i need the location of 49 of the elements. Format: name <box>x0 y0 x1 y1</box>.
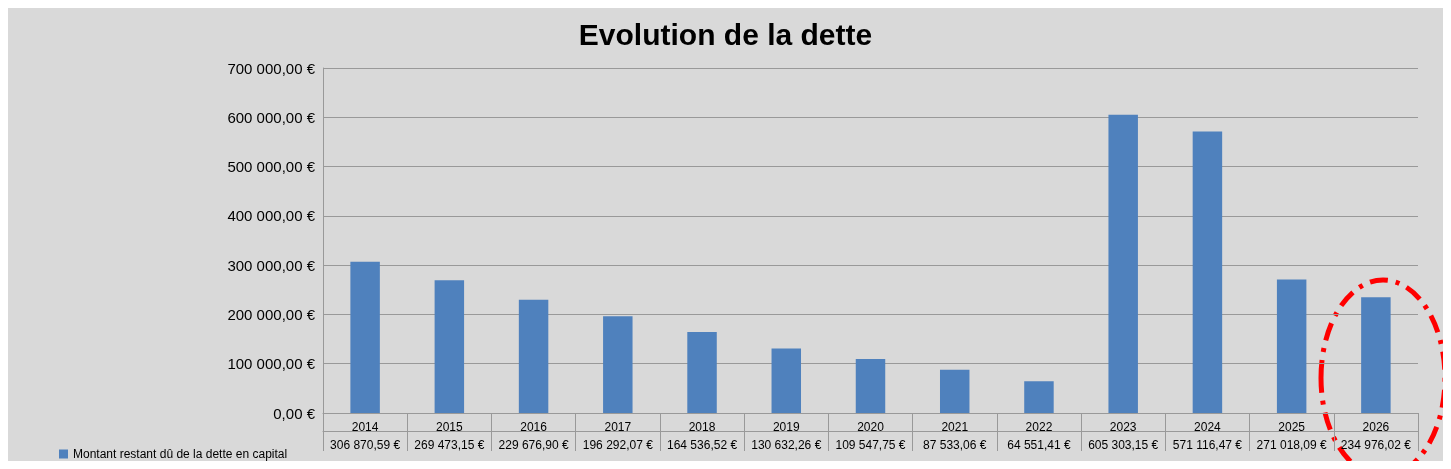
x-tick-label: 2024 <box>1194 420 1222 434</box>
data-label: 306 870,59 € <box>330 438 401 452</box>
y-tick-label: 300 000,00 € <box>227 256 316 274</box>
x-tick-label: 2023 <box>1109 420 1137 434</box>
data-label: 234 976,02 € <box>1340 438 1412 452</box>
bar <box>1108 114 1138 413</box>
bar <box>939 369 970 413</box>
x-tick-label: 2018 <box>688 420 716 434</box>
data-label: 87 533,06 € <box>923 438 987 452</box>
bar <box>855 359 886 413</box>
y-tick-label: 200 000,00 € <box>227 305 316 323</box>
y-tick-label: 600 000,00 € <box>227 108 316 126</box>
bar <box>771 348 802 413</box>
y-tick-label: 0,00 € <box>273 404 316 422</box>
data-label: 109 547,75 € <box>835 438 906 452</box>
x-tick-label: 2020 <box>857 420 885 434</box>
data-label: 229 676,90 € <box>498 438 569 452</box>
x-tick-label: 2022 <box>1025 420 1053 434</box>
y-tick-label: 500 000,00 € <box>227 158 316 176</box>
x-tick-label: 2019 <box>772 420 800 434</box>
bar <box>350 261 380 413</box>
bar <box>687 331 717 413</box>
y-tick-label: 100 000,00 € <box>227 355 316 373</box>
x-tick-label: 2025 <box>1278 420 1306 434</box>
data-label: 605 303,15 € <box>1088 438 1159 452</box>
bar <box>1361 297 1391 413</box>
bar <box>434 280 465 413</box>
x-tick-label: 2026 <box>1362 420 1390 434</box>
data-label: 271 018,09 € <box>1256 438 1328 452</box>
data-label: 269 473,15 € <box>414 438 485 452</box>
x-tick-label: 2016 <box>520 420 548 434</box>
bar <box>1276 279 1307 413</box>
legend-label: Montant restant dû de la dette en capital <box>73 447 288 461</box>
x-tick-label: 2021 <box>941 420 969 434</box>
bar <box>518 299 549 413</box>
bar <box>1024 381 1054 413</box>
y-tick-label: 400 000,00 € <box>227 207 316 225</box>
bar <box>603 316 633 413</box>
data-label: 164 536,52 € <box>667 438 738 452</box>
x-tick-label: 2017 <box>604 420 632 434</box>
y-tick-label: 700 000,00 € <box>227 59 316 77</box>
chart-title: Evolution de la dette <box>578 17 873 51</box>
data-label: 196 292,07 € <box>582 438 654 452</box>
data-label: 64 551,41 € <box>1007 438 1071 452</box>
bar <box>1192 131 1223 413</box>
data-label: 130 632,26 € <box>751 438 822 452</box>
x-tick-label: 2014 <box>351 420 379 434</box>
data-label: 571 116,47 € <box>1172 438 1243 452</box>
x-tick-label: 2015 <box>435 420 464 434</box>
